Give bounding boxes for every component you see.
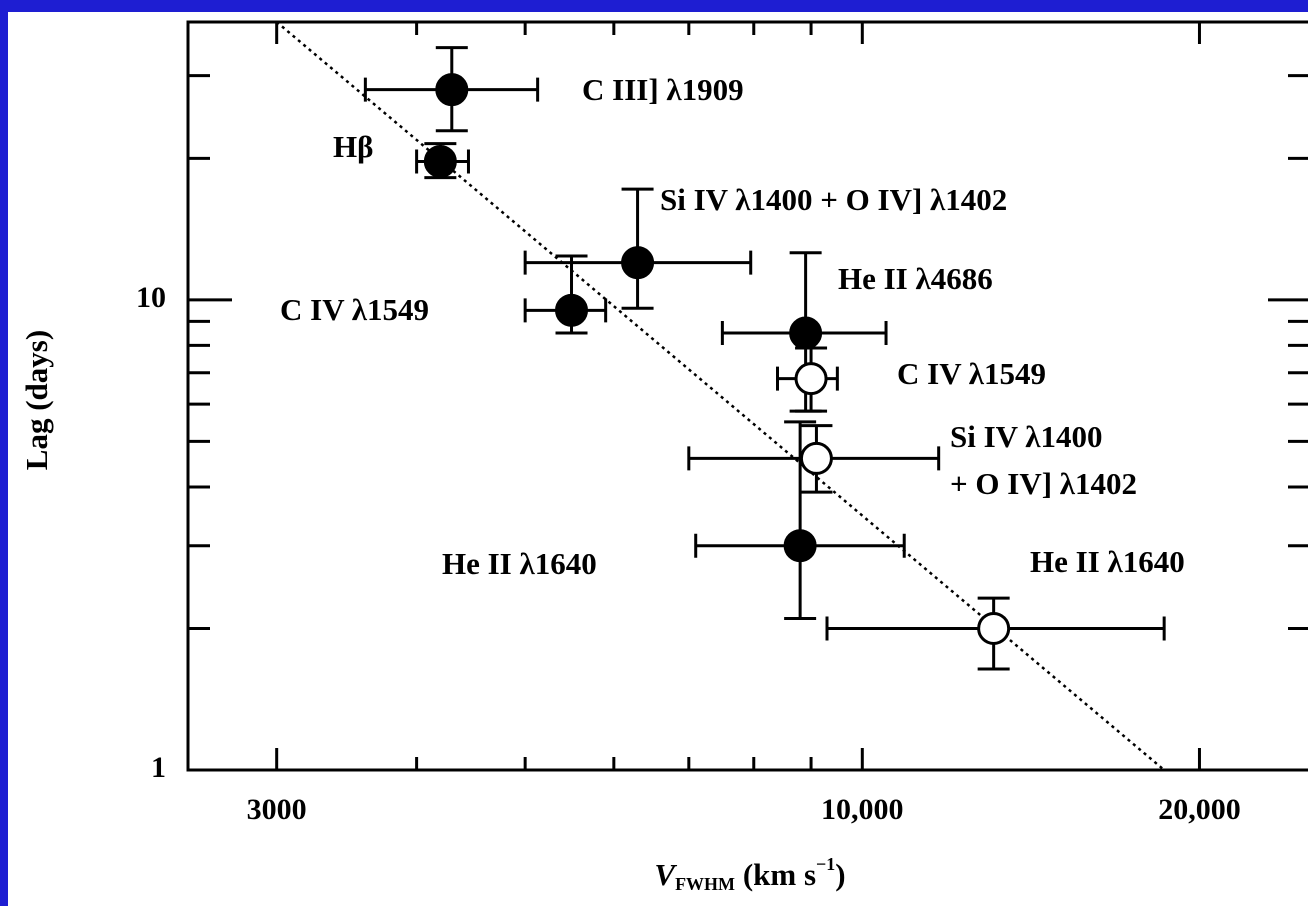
x-axis-label-part: V (654, 857, 677, 892)
x-axis-label-part: ) (835, 857, 845, 892)
point-label: He II λ1640 (1030, 544, 1185, 579)
y-axis-label: Lag (days) (19, 330, 54, 470)
fit-line (275, 21, 1165, 771)
data-point (621, 246, 655, 280)
point-label: Si IV λ1400 + O IV] λ1402 (660, 182, 1007, 217)
x-axis-label-part: (km s (735, 857, 816, 892)
y-tick-label: 1 (151, 751, 166, 784)
data-point (799, 441, 833, 475)
data-point (977, 611, 1011, 645)
x-axis-label-part: FWHM (675, 874, 735, 894)
x-tick-label: 10,000 (821, 793, 904, 826)
point-label: C III] λ1909 (582, 72, 744, 107)
point-label: C IV λ1549 (280, 292, 429, 327)
point-label: He II λ1640 (442, 546, 597, 581)
plot-background (8, 12, 1308, 906)
data-point (794, 362, 828, 396)
data-point (423, 144, 457, 178)
point-label: He II λ4686 (838, 261, 993, 296)
x-axis-label: VFWHM (km s−1) (654, 854, 845, 894)
x-tick-label: 3000 (247, 793, 307, 826)
point-label: + O IV] λ1402 (950, 466, 1137, 501)
data-point (783, 529, 817, 563)
point-label: C IV λ1549 (897, 356, 1046, 391)
y-error-bar (784, 420, 817, 621)
point-label: Hβ (333, 129, 373, 164)
x-tick-label: 20,000 (1158, 793, 1241, 826)
x-axis-label-part: −1 (816, 854, 835, 874)
data-point (555, 293, 589, 327)
y-tick-label: 10 (136, 281, 166, 314)
data-point (435, 73, 469, 107)
point-label: Si IV λ1400 (950, 419, 1102, 454)
data-point (789, 316, 823, 350)
